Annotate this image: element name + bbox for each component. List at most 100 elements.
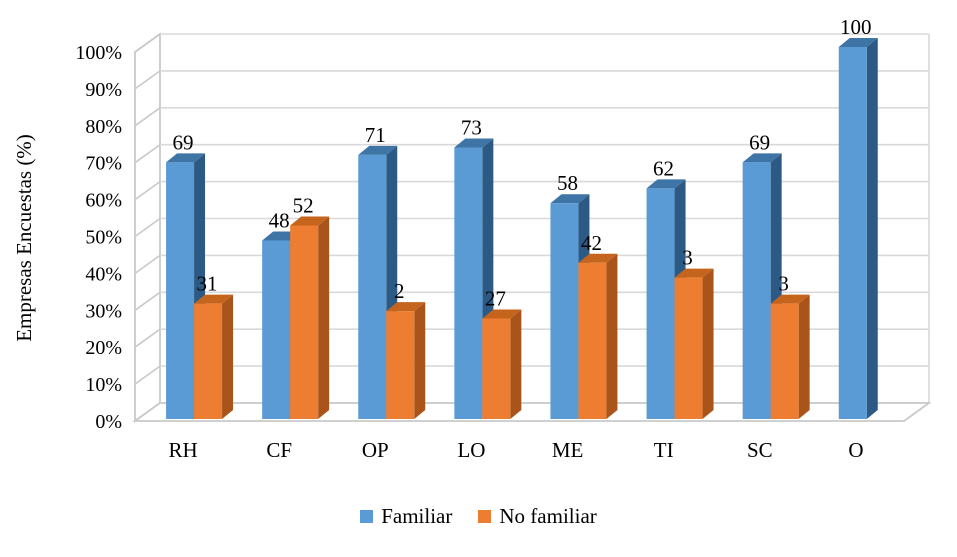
legend-item-no-familiar: No familiar xyxy=(478,504,597,528)
bar-front-face xyxy=(262,240,291,419)
data-label-familiar-CF: 48 xyxy=(269,208,290,232)
data-label-no-familiar-SC: 3 xyxy=(778,272,789,296)
bar-top-face xyxy=(674,268,714,278)
data-label-familiar-ME: 58 xyxy=(557,171,578,195)
bar-front-face xyxy=(742,162,771,419)
x-category-label-OP: OP xyxy=(362,438,389,462)
y-tick-label: 90% xyxy=(85,79,122,101)
data-label-no-familiar-OP: 2 xyxy=(394,279,405,303)
x-category-label-RH: RH xyxy=(168,438,197,462)
bar-front-face xyxy=(166,162,195,419)
wall-gridline-connector xyxy=(134,217,161,238)
bar-side-face xyxy=(798,294,810,419)
bar-top-face xyxy=(550,194,590,204)
bar-front-face xyxy=(290,225,319,419)
bar-no-familiar-SC xyxy=(770,294,810,419)
bar-side-face xyxy=(702,268,714,419)
bar-no-familiar-OP xyxy=(386,302,426,419)
legend-swatch-no-familiar xyxy=(478,510,492,523)
y-tick-label: 60% xyxy=(85,190,122,212)
data-label-familiar-LO: 73 xyxy=(461,115,482,139)
wall-gridline-connector xyxy=(134,70,161,90)
bar-top-face xyxy=(290,216,330,226)
y-tick-label: 80% xyxy=(85,116,122,138)
data-label-familiar-SC: 69 xyxy=(749,130,770,154)
bar-no-familiar-ME xyxy=(578,253,618,419)
wall-gridline-connector xyxy=(134,291,161,311)
x-category-label-TI: TI xyxy=(654,438,674,462)
bar-top-face xyxy=(578,253,618,263)
data-label-no-familiar-TI: 3 xyxy=(682,246,693,270)
legend-swatch-familiar xyxy=(360,510,374,523)
data-label-no-familiar-LO: 27 xyxy=(485,287,506,311)
bar-top-face xyxy=(646,179,686,189)
bar-top-face xyxy=(386,302,426,312)
y-tick-label: 70% xyxy=(85,153,122,175)
bar-top-face xyxy=(742,153,782,163)
bar-side-face xyxy=(606,253,618,419)
data-label-familiar-RH: 69 xyxy=(173,130,194,154)
wall-gridline-connector xyxy=(134,254,161,275)
bar-no-familiar-RH xyxy=(194,294,234,419)
bar-front-face xyxy=(386,311,415,419)
bar-side-face xyxy=(222,294,234,419)
bar-front-face xyxy=(358,154,387,419)
bar-no-familiar-CF xyxy=(290,216,330,419)
data-label-no-familiar-RH: 31 xyxy=(197,272,218,296)
bar-front-face xyxy=(578,262,607,419)
bar-front-face xyxy=(646,188,675,419)
bar-side-face xyxy=(318,216,330,419)
legend-label-familiar: Familiar xyxy=(381,504,453,528)
x-category-label-CF: CF xyxy=(266,438,292,462)
bar-front-face xyxy=(482,318,511,419)
wall-gridline-connector xyxy=(134,180,161,201)
bar-no-familiar-LO xyxy=(482,309,522,419)
wall-gridline-connector xyxy=(134,144,161,164)
wall-gridline-connector xyxy=(134,107,161,127)
data-label-familiar-TI: 62 xyxy=(653,156,674,180)
bar-front-face xyxy=(770,303,799,419)
bar-top-face xyxy=(454,138,494,148)
bar-front-face xyxy=(194,303,223,419)
data-label-familiar-OP: 71 xyxy=(365,123,386,147)
wall-gridline-connector xyxy=(134,33,161,53)
bar-familiar-O xyxy=(838,38,878,419)
bar-front-face xyxy=(550,203,579,419)
legend: Familiar No familiar xyxy=(0,506,957,527)
bar-top-face xyxy=(194,294,234,304)
bar-top-face xyxy=(358,145,398,155)
y-axis-title: Empresas Encuestas (%) xyxy=(12,134,36,342)
floor xyxy=(132,402,932,422)
bar-top-face xyxy=(770,294,810,304)
bar-side-face xyxy=(866,38,878,419)
bar-side-face xyxy=(414,302,426,419)
data-label-no-familiar-ME: 42 xyxy=(581,231,602,255)
x-category-label-O: O xyxy=(848,438,863,462)
bar-top-face xyxy=(166,153,206,163)
x-category-label-SC: SC xyxy=(747,438,773,462)
x-category-label-LO: LO xyxy=(457,438,485,462)
wall-gridline-connector xyxy=(134,328,161,348)
bar-no-familiar-TI xyxy=(674,268,714,419)
data-label-familiar-O: 100 xyxy=(840,15,872,39)
bar-side-face xyxy=(510,309,522,419)
bar-top-face xyxy=(838,38,878,47)
x-category-label-ME: ME xyxy=(552,438,584,462)
y-tick-label: 40% xyxy=(85,263,122,285)
y-tick-label: 50% xyxy=(85,227,122,249)
data-label-no-familiar-CF: 52 xyxy=(293,194,314,218)
y-tick-label: 0% xyxy=(95,411,122,433)
bar-top-face xyxy=(482,309,522,319)
y-tick-label: 10% xyxy=(85,374,122,396)
y-tick-label: 30% xyxy=(85,300,122,322)
wall-gridline-connector xyxy=(134,365,161,385)
y-tick-label: 100% xyxy=(75,42,122,64)
bar-front-face xyxy=(838,47,867,419)
bar-front-face xyxy=(674,277,703,419)
legend-item-familiar: Familiar xyxy=(360,506,452,527)
bar-front-face xyxy=(454,147,483,419)
y-tick-label: 20% xyxy=(85,337,122,359)
legend-label-no-familiar: No familiar xyxy=(499,504,597,528)
